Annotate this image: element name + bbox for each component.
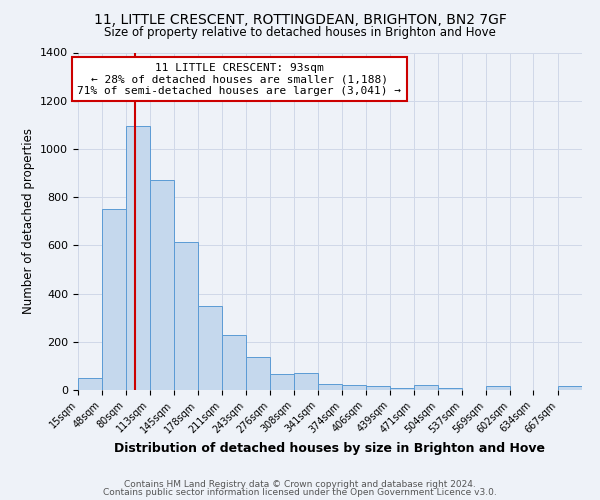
Bar: [150, 180, 175, 390]
Bar: [126, 126, 150, 390]
Y-axis label: Number of detached properties: Number of detached properties: [22, 128, 35, 314]
Bar: [246, 358, 270, 390]
X-axis label: Distribution of detached houses by size in Brighton and Hove: Distribution of detached houses by size …: [115, 442, 545, 454]
Text: Size of property relative to detached houses in Brighton and Hove: Size of property relative to detached ho…: [104, 26, 496, 39]
Bar: [413, 385, 438, 390]
Bar: [558, 386, 582, 390]
Bar: [198, 306, 222, 390]
Bar: [438, 388, 462, 390]
Bar: [485, 386, 510, 390]
Text: Contains public sector information licensed under the Open Government Licence v3: Contains public sector information licen…: [103, 488, 497, 497]
Bar: [78, 378, 102, 390]
Bar: [365, 386, 390, 390]
Text: 11 LITTLE CRESCENT: 93sqm
← 28% of detached houses are smaller (1,188)
71% of se: 11 LITTLE CRESCENT: 93sqm ← 28% of detac…: [77, 62, 401, 96]
Bar: [173, 242, 198, 390]
Bar: [342, 385, 367, 390]
Bar: [318, 384, 342, 390]
Bar: [270, 374, 295, 390]
Bar: [390, 388, 414, 390]
Bar: [102, 209, 127, 390]
Bar: [293, 373, 318, 390]
Bar: [222, 334, 247, 390]
Text: 11, LITTLE CRESCENT, ROTTINGDEAN, BRIGHTON, BN2 7GF: 11, LITTLE CRESCENT, ROTTINGDEAN, BRIGHT…: [94, 12, 506, 26]
Text: Contains HM Land Registry data © Crown copyright and database right 2024.: Contains HM Land Registry data © Crown c…: [124, 480, 476, 489]
